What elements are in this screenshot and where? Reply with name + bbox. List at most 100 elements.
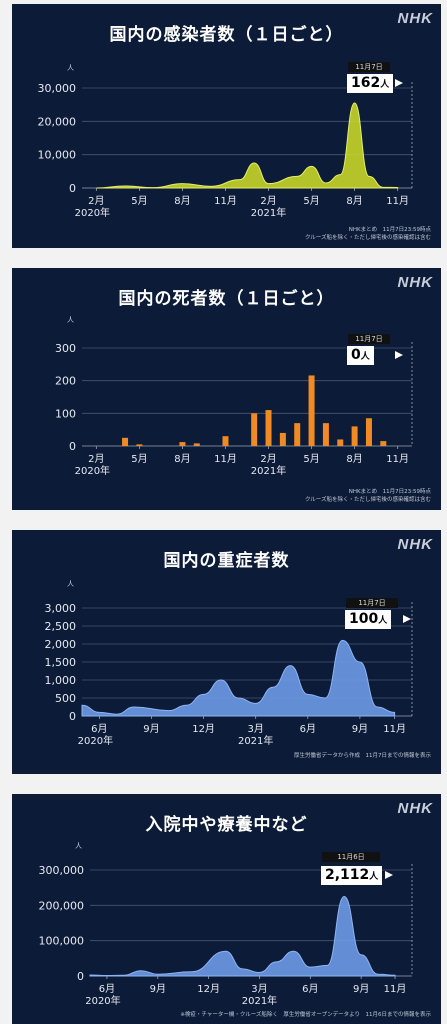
year-label-2020: 2020年 [75,464,110,477]
hospital-chart-svg: 人 0 100,000 200,000 300,000 6月 9月 12月 3月 6月 9月 11月 2… [39,842,413,1007]
chart-note-1: ※検疫・チャーター機・クルーズ船除く 厚生労働省オープンデータより 11月6日ま… [180,1012,431,1018]
x-tick-label: 6月 [300,723,316,735]
y-axis-unit: 人 [67,64,74,72]
latest-value-label: 0人 [347,346,374,365]
x-tick-label: 6月 [91,723,107,735]
latest-date-label: 11月7日 [348,334,390,344]
year-label-2021: 2021年 [251,206,286,219]
y-tick-label: 20,000 [38,115,77,128]
x-tick-label: 5月 [131,453,147,465]
latest-value: 2,112 [325,867,370,883]
nhk-logo: NHK [397,274,433,291]
x-tick-label: 12月 [192,723,215,735]
data-bar [279,432,286,446]
chart-title: 入院中や療養中など [145,815,308,835]
year-label-2020: 2020年 [85,994,120,1007]
x-tick-label: 3月 [251,983,267,995]
callout-flag-icon [395,79,403,87]
data-bar [179,442,186,446]
x-tick-label: 11月 [384,983,407,995]
x-tick-label: 11月 [214,453,237,465]
y-tick-label: 500 [55,692,76,705]
x-tick-label: 11月 [214,195,237,207]
severe-panel: 国内の重症者数 NHK 人 0 500 1,000 1,500 2,000 2,500 3,0… [12,530,441,774]
y-tick-label: 300 [55,342,76,355]
x-tick-label: 12月 [197,983,220,995]
chart-note-1: NHKまとめ 11月7日23:59時点 [348,227,431,233]
y-axis-unit: 人 [67,580,74,588]
x-tick-label: 11月 [383,723,406,735]
y-axis-unit: 人 [75,842,82,850]
x-tick-label: 5月 [303,453,319,465]
chart-note-1: 厚生労働省データから作成 11月7日までの情報を表示 [294,753,431,759]
x-tick-label: 2月 [260,195,276,207]
x-tick-label: 9月 [352,723,368,735]
y-tick-label: 200,000 [39,899,85,912]
data-bar [193,443,200,446]
y-tick-label: 3,000 [45,602,77,615]
latest-value-label: 2,112人 [321,866,383,885]
latest-value: 162 [351,75,381,91]
y-tick-label: 0 [77,970,84,983]
y-tick-label: 300,000 [39,864,85,877]
chart-note-1: NHKまとめ 11月7日23:59時点 [348,489,431,495]
data-area [96,102,399,189]
data-bar [322,423,329,446]
data-bar [351,426,358,446]
cases-panel: 国内の感染者数（１日ごと） NHK 人 0 10,000 20,000 30,000 2月… [12,4,441,248]
data-area [89,895,396,977]
y-tick-label: 0 [69,182,76,195]
hospital-panel: 入院中や療養中など NHK 人 0 100,000 200,000 300,000 6月 9… [12,794,441,1024]
x-tick-label: 2月 [88,195,104,207]
year-label-2021: 2021年 [238,734,273,747]
data-bar [337,439,344,446]
y-tick-label: 100 [55,407,76,420]
latest-unit: 人 [360,352,370,362]
chart-title: 国内の重症者数 [163,551,290,571]
year-label-2021: 2021年 [242,994,277,1007]
latest-unit: 人 [380,80,390,90]
year-label-2020: 2020年 [78,734,113,747]
y-tick-label: 1,500 [45,656,77,669]
nhk-logo: NHK [397,536,433,553]
x-tick-label: 8月 [174,195,190,207]
nhk-logo: NHK [397,10,433,27]
x-tick-label: 5月 [303,195,319,207]
data-bar [222,436,229,446]
latest-date-label: 11月7日 [346,598,398,608]
y-tick-label: 100,000 [39,935,85,948]
x-tick-label: 9月 [150,983,166,995]
data-bar [251,413,258,446]
data-bar [380,441,387,446]
y-tick-label: 30,000 [38,82,77,95]
x-tick-label: 8月 [346,453,362,465]
y-tick-label: 0 [69,710,76,723]
year-label-2020: 2020年 [75,206,110,219]
latest-unit: 人 [369,872,379,882]
y-tick-label: 1,000 [45,674,77,687]
data-bar [265,410,272,446]
x-tick-label: 11月 [386,453,409,465]
chart-note-2: クルーズ船を除く・ただし帰宅後の感染確認は含む [304,235,431,241]
data-bar [365,418,372,446]
latest-value: 0 [351,347,361,363]
callout-flag-icon [385,871,393,879]
x-tick-label: 5月 [131,195,147,207]
deaths-panel: 国内の死者数（１日ごと） NHK 人 0 100 200 300 2月 5月 8月 11月 2月 5… [12,268,441,510]
latest-value-label: 100人 [345,610,392,629]
latest-value: 100 [349,611,379,627]
y-tick-label: 0 [69,440,76,453]
latest-date-label: 11月7日 [348,62,390,72]
data-bar [308,375,315,446]
year-label-2021: 2021年 [251,464,286,477]
x-tick-label: 3月 [247,723,263,735]
latest-date-label: 11月6日 [322,852,380,862]
severe-chart-svg: 人 0 500 1,000 1,500 2,000 2,500 3,000 6月 9月 12月 3月 6… [45,580,413,747]
data-bar [122,437,129,446]
y-tick-label: 10,000 [38,149,77,162]
x-tick-label: 9月 [143,723,159,735]
data-bar [136,444,143,446]
cases-chart-svg: 人 0 10,000 20,000 30,000 2月 5月 8月 11月 2月 5月 8月 11月 20… [38,64,413,219]
callout-flag-icon [395,351,403,359]
